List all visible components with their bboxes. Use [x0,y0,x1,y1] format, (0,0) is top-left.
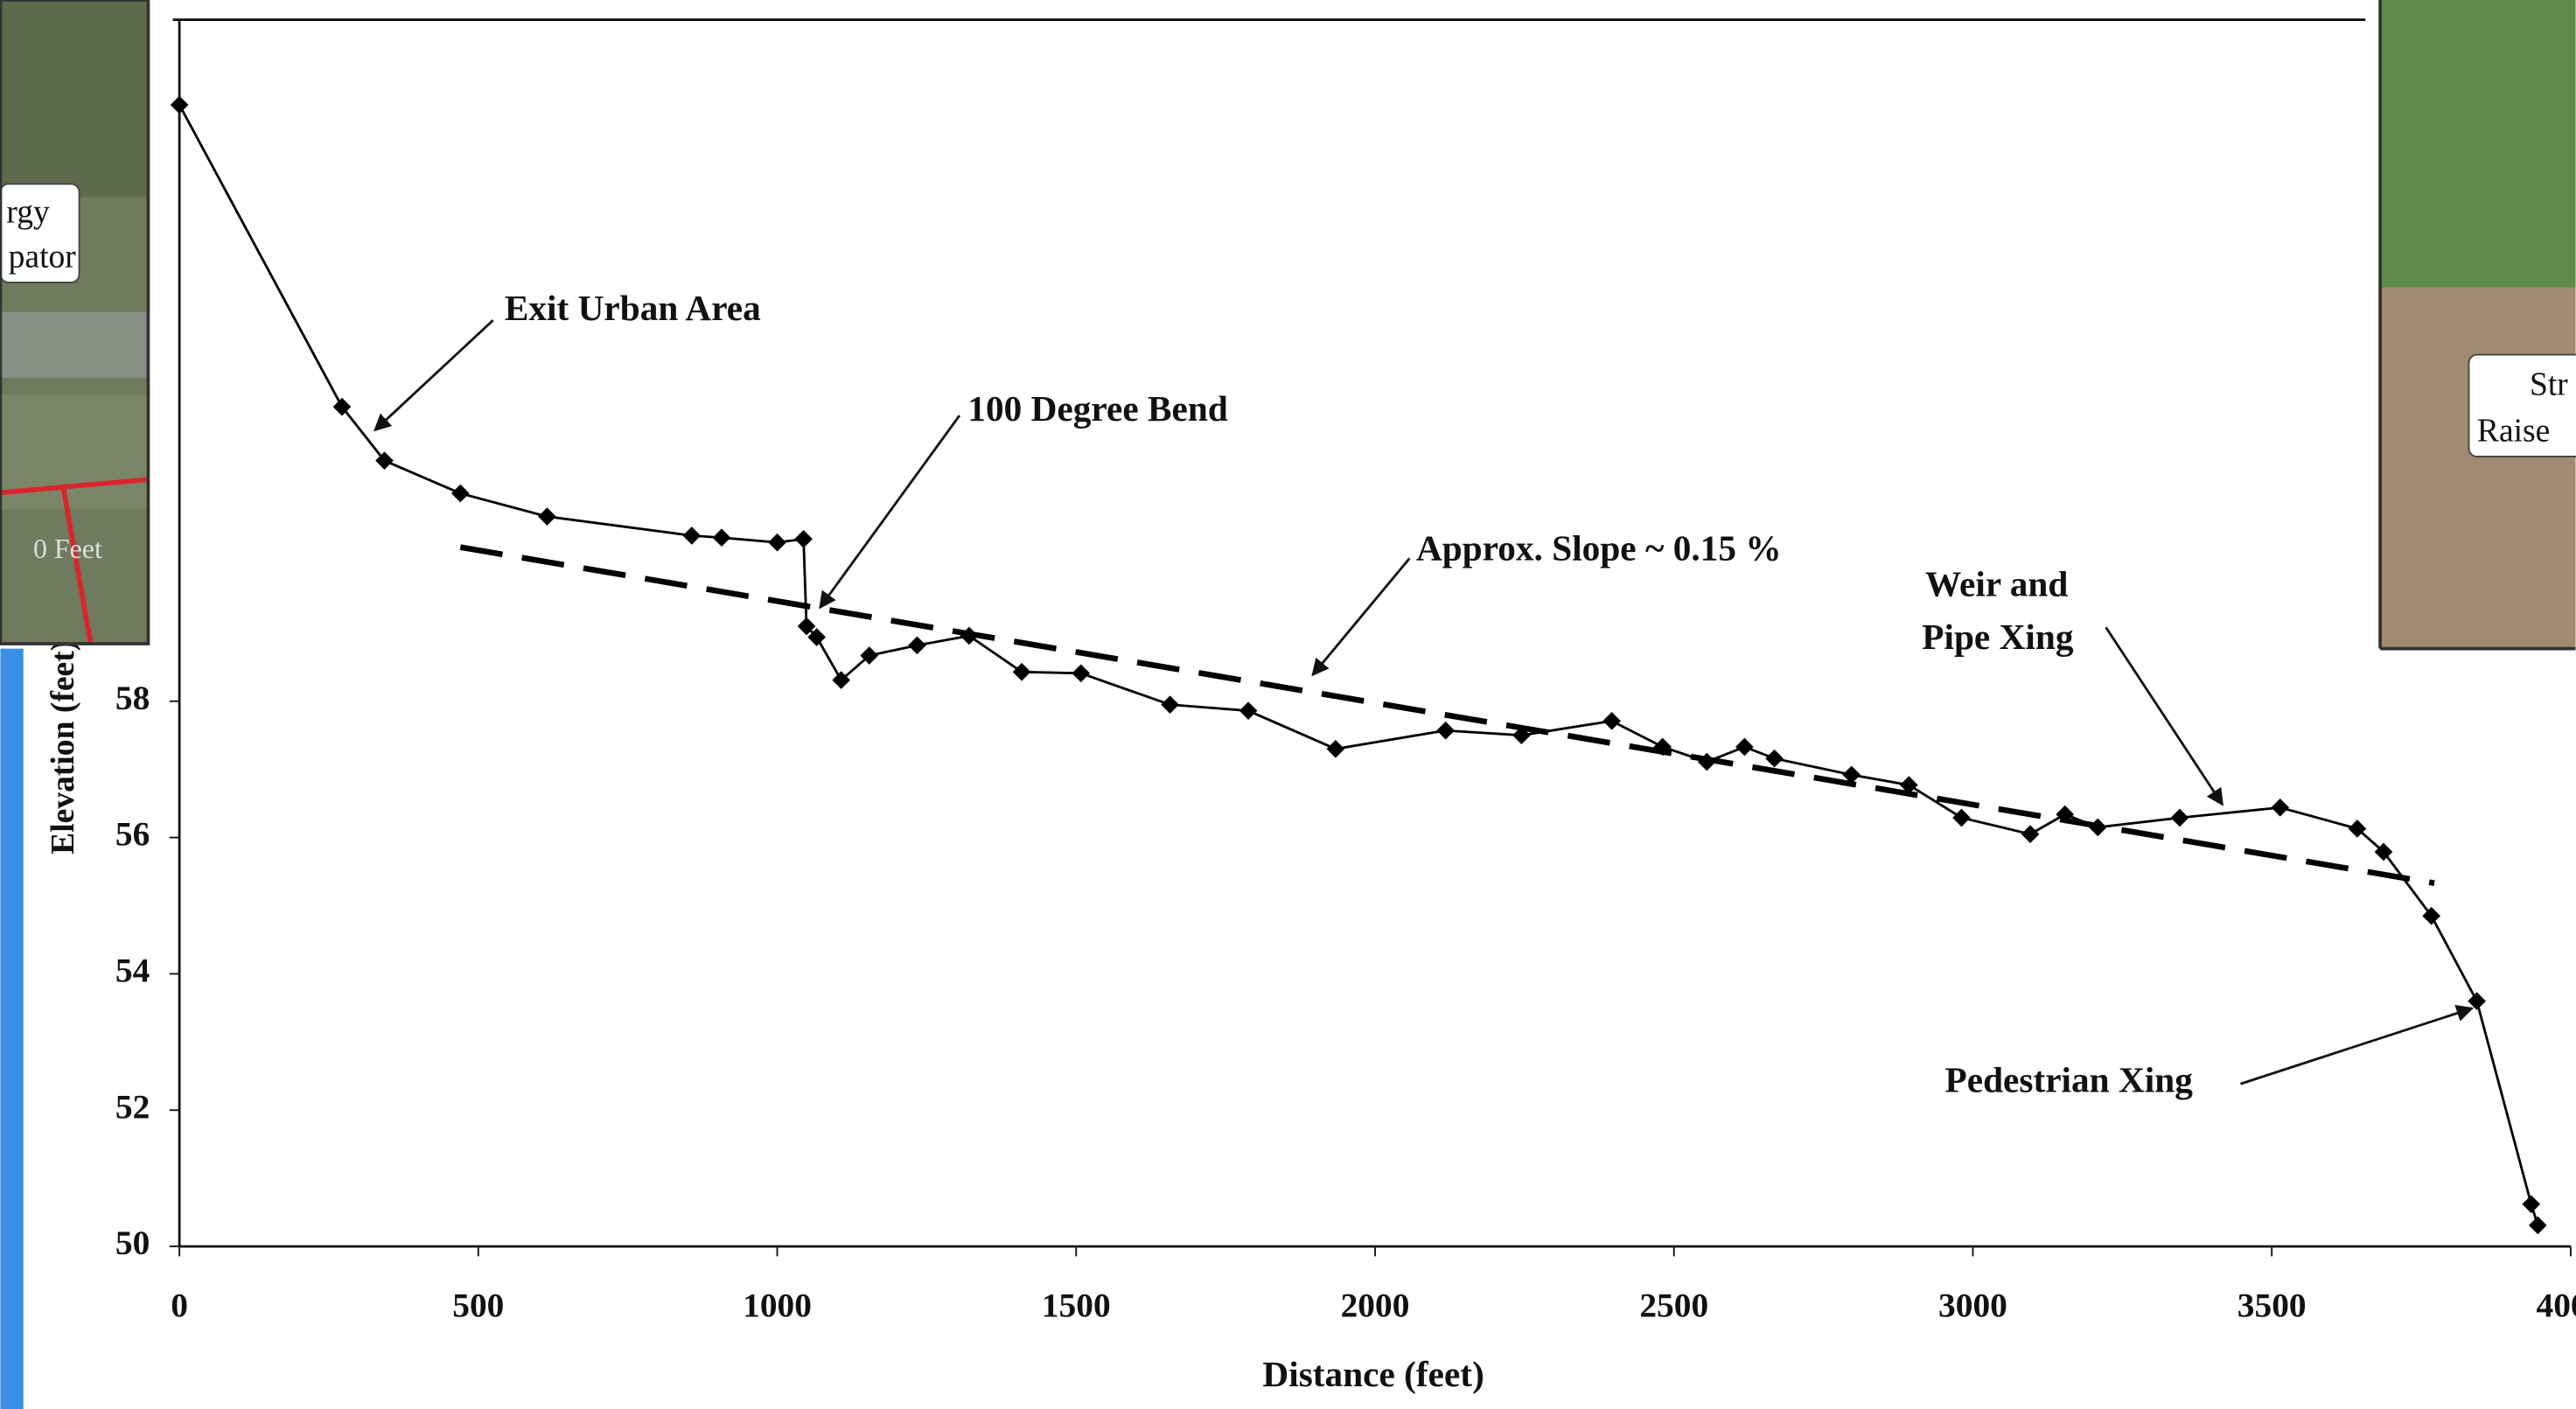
point-marker [768,534,786,552]
point-marker [2522,1195,2540,1213]
y-tick-label: 58 [115,679,150,717]
point-marker [538,507,556,526]
point-marker [1239,701,1258,720]
point-marker [2021,825,2040,843]
x-tick-label: 3500 [2237,1287,2307,1325]
point-marker [1602,712,1621,730]
map-scale: 0 Feet [33,534,102,564]
y-tick-label: 54 [115,951,150,989]
annotation-arrow [1313,558,1410,674]
point-marker [1952,809,1971,827]
profile-line [179,105,2538,1225]
point-marker [2422,907,2440,925]
map-label: Raise [2477,413,2550,449]
point-marker [682,527,701,545]
map-label: Str [2530,367,2568,403]
x-tick-label: 2000 [1341,1287,1410,1325]
point-marker [2468,992,2486,1010]
x-tick-label: 4000 [2537,1287,2576,1325]
trend-line [460,548,2434,883]
point-marker [171,96,189,115]
chart: 0 500 1000 1500 2000 2500 3000 3500 4000 50 52 54 56… [0,0,2576,1409]
x-tick-label: 1500 [1042,1287,1111,1325]
y-tick-label: 56 [115,815,150,854]
side-bar [0,649,23,1409]
point-marker [1327,740,1345,758]
y-tick-label: 52 [115,1087,150,1126]
annotation-arrow [2106,627,2223,805]
map-label: pator [9,239,77,275]
point-marker [794,530,813,548]
point-marker [1735,738,1754,757]
point-marker [451,485,470,503]
x-tick-label: 1000 [743,1287,812,1325]
annotation-arrow [375,320,493,430]
point-marker [908,637,926,655]
left-map: rgy pator 0 Feet [0,0,148,644]
point-marker [960,627,979,645]
point-marker [2171,809,2189,827]
point-marker [2271,799,2289,817]
y-tick-label: 50 [115,1224,150,1262]
point-marker [1013,663,1031,681]
x-tick-label: 2500 [1639,1287,1708,1325]
point-marker [1072,664,1090,682]
x-tick-label: 500 [452,1287,504,1325]
point-marker [1765,750,1784,768]
point-marker [1161,695,1179,714]
point-marker [2529,1217,2547,1235]
x-axis-label: Distance (feet) [1262,1354,1483,1395]
y-axis-label: Elevation (feet) [45,640,81,854]
map-label: rgy [6,195,50,231]
x-tick-label: 3000 [1938,1287,2007,1325]
annotation-arrow [820,415,960,608]
annotation: Weir and [1925,564,2068,604]
annotation: Pipe Xing [1922,617,2074,657]
right-map: Str Raise [2380,0,2576,649]
annotation-arrow [2241,1008,2473,1084]
point-marker [713,528,731,547]
point-marker [1436,722,1455,740]
annotation: 100 Degree Bend [967,388,1227,429]
x-tick-label: 0 [171,1287,188,1325]
annotation: Approx. Slope ~ 0.15 % [1416,527,1782,568]
annotation: Pedestrian Xing [1945,1060,2194,1100]
annotation: Exit Urban Area [505,288,761,328]
point-marker [2089,819,2107,837]
